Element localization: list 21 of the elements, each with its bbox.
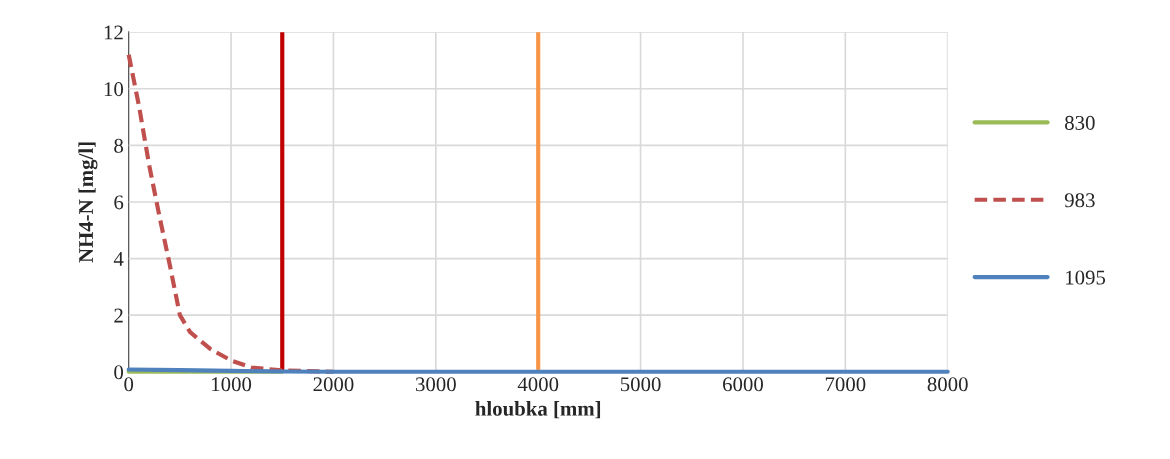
x-tick-label: 5000 <box>620 377 661 392</box>
y-tick-label: 0 <box>114 365 124 380</box>
legend-label: 983 <box>1064 193 1095 208</box>
x-tick-label: 7000 <box>825 377 866 392</box>
x-tick-label: 8000 <box>927 377 968 392</box>
x-tick-label: 1000 <box>212 377 252 392</box>
x-tick-label: 4000 <box>517 377 559 392</box>
x-tick-label: 6000 <box>723 377 763 392</box>
legend-label: 1095 <box>1066 270 1106 285</box>
y-axis-title: NH4-N [mg/l] <box>78 142 98 263</box>
x-tick-label: 3000 <box>415 377 456 392</box>
x-tick-label: 0 <box>124 377 134 392</box>
x-axis-title: hloubka [mm] <box>475 401 601 419</box>
x-tick-label: 2000 <box>313 377 354 392</box>
y-tick-label: 10 <box>104 82 124 97</box>
y-tick-label: 12 <box>104 25 123 40</box>
legend-label: 830 <box>1065 115 1095 130</box>
y-tick-label: 2 <box>114 308 123 323</box>
y-tick-label: 6 <box>114 195 124 210</box>
y-tick-label: 8 <box>114 138 124 153</box>
y-tick-label: 4 <box>113 252 124 266</box>
